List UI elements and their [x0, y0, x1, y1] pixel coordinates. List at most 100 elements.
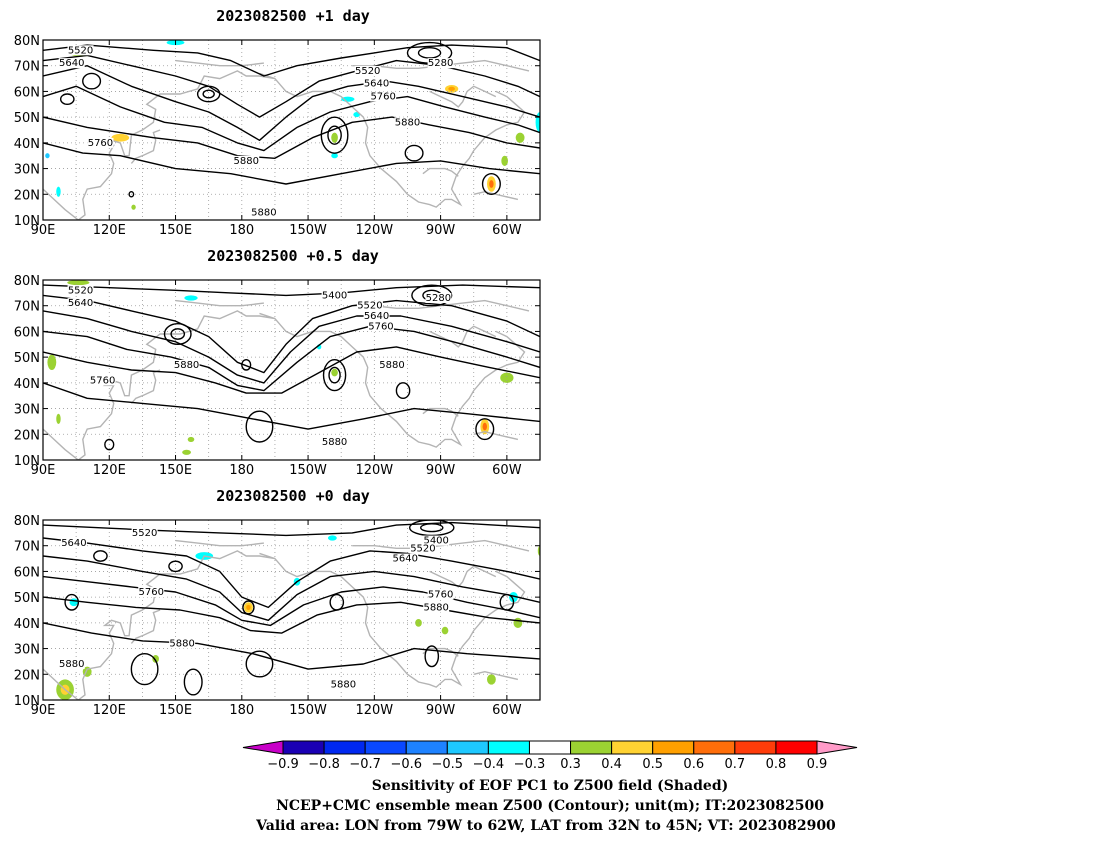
lat-tick-label: 50N — [14, 351, 40, 366]
lon-tick-label: 120W — [355, 463, 393, 478]
lon-tick-label: 90E — [31, 703, 56, 718]
colorbar-swatch — [487, 740, 530, 755]
z500-closed-contour — [322, 359, 347, 392]
lon-tick-label: 120E — [93, 223, 126, 238]
colorbar-tick-label: 0.7 — [725, 757, 746, 772]
panel-title: 2023082500 +0 day — [216, 487, 370, 505]
contour-label: 5880 — [322, 437, 347, 448]
lon-tick-label: 90W — [426, 223, 456, 238]
z500-closed-contour — [64, 593, 80, 611]
sensitivity-shade-patch — [131, 204, 136, 210]
panel-title: 2023082500 +0.5 day — [207, 247, 379, 265]
sensitivity-shade-patch — [45, 153, 50, 159]
coastline — [473, 190, 519, 201]
lat-tick-label: 30N — [14, 643, 40, 658]
z500-contour-line — [43, 346, 540, 394]
map-frame — [42, 39, 541, 221]
contour-label: 5400 — [423, 536, 448, 547]
colorbar-swatch — [652, 740, 695, 755]
contour-label: 5640 — [364, 311, 389, 322]
z500-closed-contour — [411, 284, 453, 307]
coastline — [175, 539, 264, 547]
z500-closed-contour — [417, 47, 442, 59]
sensitivity-shade-patch — [509, 592, 518, 603]
lat-tick-label: 40N — [14, 617, 40, 632]
contour-label: 5880 — [251, 207, 276, 218]
z500-closed-contour — [481, 173, 501, 195]
z500-closed-contour — [327, 125, 342, 145]
z500-closed-contour — [242, 600, 255, 615]
colorbar: −0.9 −0.8 −0.7 −0.6 −0.5 −0.4 −0.3 0.3 0.4 0.5 0.6… — [242, 740, 858, 772]
coastline — [422, 167, 459, 177]
sensitivity-shade-patch — [501, 155, 508, 167]
sensitivity-shade-patch — [111, 133, 130, 142]
contour-label: 5880 — [233, 156, 258, 167]
sensitivity-shade-patch — [441, 626, 449, 635]
lon-tick-label: 90W — [426, 703, 456, 718]
z500-closed-contour — [328, 366, 341, 384]
lat-tick-label: 40N — [14, 377, 40, 392]
sensitivity-shade-patch — [69, 598, 79, 607]
sensitivity-shade-patch — [246, 604, 251, 611]
lat-tick-label: 40N — [14, 137, 40, 152]
z500-closed-contour — [163, 323, 192, 345]
sensitivity-shade-patch — [415, 619, 422, 627]
lon-tick-label: 150W — [289, 703, 327, 718]
lon-tick-label: 120W — [355, 703, 393, 718]
z500-contour-line — [43, 142, 540, 185]
contour-label: 5520 — [410, 543, 435, 554]
caption-line-1: Sensitivity of EOF PC1 to Z500 field (Sh… — [372, 778, 728, 794]
lat-tick-label: 60N — [14, 565, 40, 580]
z500-contour-line — [43, 310, 540, 384]
z500-closed-contour — [408, 520, 455, 537]
contour-label: 5280 — [426, 293, 451, 304]
sensitivity-shade-patch — [184, 295, 198, 301]
map-frame — [42, 279, 541, 461]
sensitivity-shade-patch — [331, 368, 338, 377]
sensitivity-shade-patch — [331, 153, 338, 159]
z500-contour-line — [43, 116, 540, 159]
caption-line-2: NCEP+CMC ensemble mean Z500 (Contour); u… — [276, 798, 824, 814]
panel-body: 5520 5640 5520 5640 5760 5280 5880 5760 5880 5880… — [14, 34, 541, 238]
sensitivity-shade-patch — [513, 617, 523, 628]
z500-closed-contour — [82, 72, 102, 90]
lat-tick-label: 80N — [14, 514, 40, 529]
lat-tick-label: 20N — [14, 668, 40, 683]
sensitivity-shade-patch — [327, 535, 337, 541]
z500-contour-line — [43, 382, 540, 430]
lat-tick-label: 60N — [14, 85, 40, 100]
coastline — [429, 85, 497, 108]
colorbar-tick-label: −0.8 — [308, 757, 340, 772]
z500-contour-line — [43, 325, 540, 392]
lat-tick-label: 10N — [14, 694, 40, 709]
z500-closed-contour — [475, 418, 495, 441]
lat-tick-label: 80N — [14, 274, 40, 289]
coastline — [429, 565, 497, 588]
colorbar-swatch — [570, 740, 613, 755]
contour-label: 5520 — [68, 285, 93, 296]
coastline — [130, 129, 161, 164]
z500-closed-contour — [168, 560, 183, 573]
colorbar-tick-label: 0.8 — [766, 757, 787, 772]
sensitivity-shade-patch — [515, 132, 525, 143]
lon-tick-label: 180 — [229, 703, 254, 718]
z500-closed-contour — [320, 116, 349, 154]
sensitivity-shade-patch — [152, 655, 159, 663]
z500-contour-line — [43, 65, 540, 141]
lon-tick-label: 90E — [31, 223, 56, 238]
coastline — [175, 299, 264, 307]
lon-tick-label: 150E — [159, 463, 192, 478]
contour-label: 5880 — [395, 117, 420, 128]
contour-label: 5520 — [355, 66, 380, 77]
z500-contour-line — [43, 575, 540, 627]
coastline — [130, 609, 161, 644]
lat-tick-label: 70N — [14, 300, 40, 315]
lat-tick-label: 80N — [14, 34, 40, 49]
contour-label: 5880 — [379, 360, 404, 371]
contour-label: 5640 — [68, 298, 93, 309]
lon-tick-label: 90W — [426, 463, 456, 478]
caption-line-3: Valid area: LON from 79W to 62W, LAT fro… — [255, 818, 836, 834]
lat-tick-label: 50N — [14, 111, 40, 126]
